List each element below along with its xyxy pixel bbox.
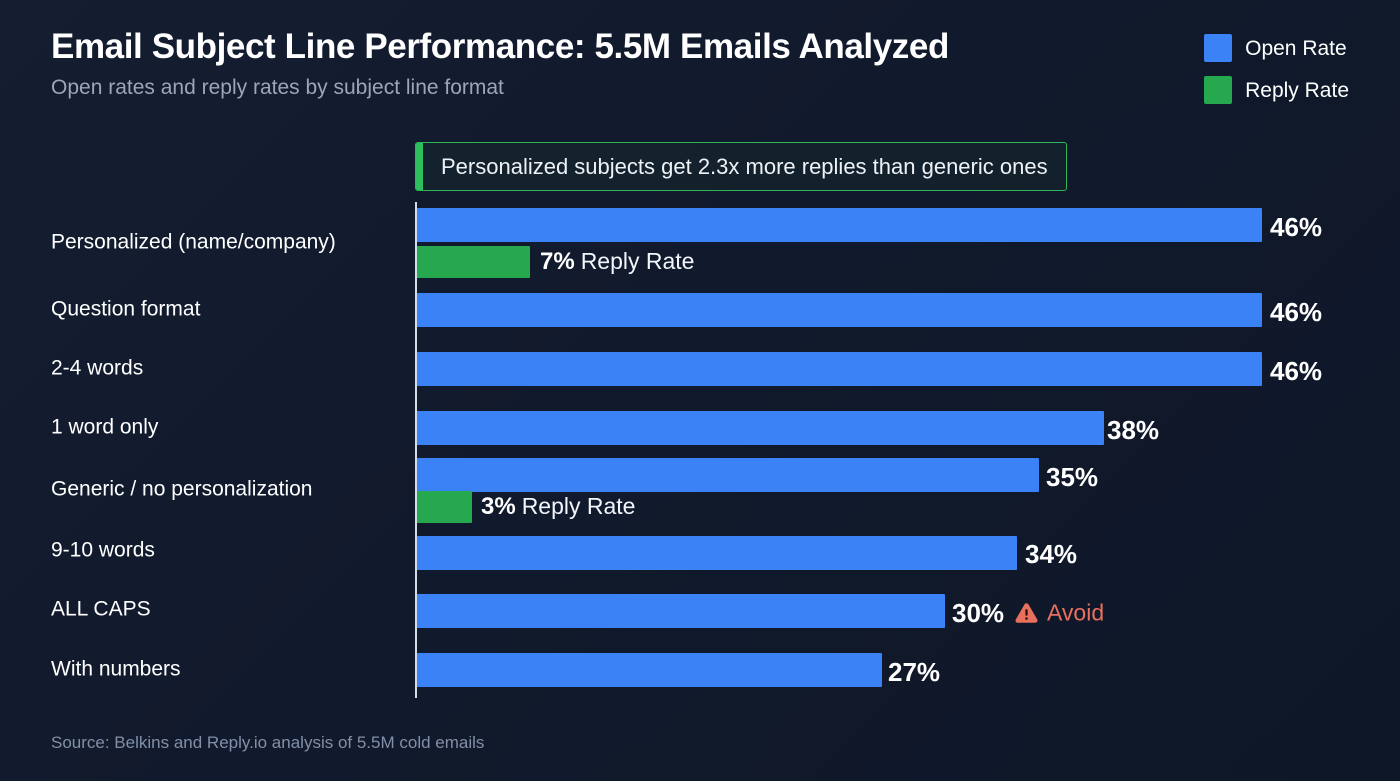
category-label: ALL CAPS bbox=[51, 597, 151, 621]
open-rate-bar[interactable] bbox=[417, 594, 945, 628]
open-rate-bar[interactable] bbox=[417, 208, 1262, 242]
callout-text: Personalized subjects get 2.3x more repl… bbox=[441, 153, 1048, 179]
reply-rate-bar[interactable] bbox=[417, 491, 472, 523]
legend-label-reply-rate: Reply Rate bbox=[1245, 78, 1349, 102]
open-rate-bar[interactable] bbox=[417, 352, 1262, 386]
category-label: Personalized (name/company) bbox=[51, 230, 336, 254]
reply-rate-swatch bbox=[1204, 76, 1233, 104]
open-rate-value: 34% bbox=[1025, 539, 1078, 569]
reply-rate-value: 3% Reply Rate bbox=[481, 495, 635, 519]
open-rate-swatch bbox=[1204, 34, 1233, 62]
insight-callout: Personalized subjects get 2.3x more repl… bbox=[415, 142, 1067, 191]
reply-rate-suffix: Reply Rate bbox=[580, 248, 695, 274]
category-label: 9-10 words bbox=[51, 538, 155, 562]
open-rate-value: 30% bbox=[952, 598, 1005, 628]
chart-header: Email Subject Line Performance: 5.5M Ema… bbox=[51, 27, 1151, 100]
plot-area: Personalized (name/company) 46% 7% Reply Ra… bbox=[0, 202, 1400, 698]
open-rate-value: 35% bbox=[1046, 462, 1099, 492]
avoid-label: Avoid bbox=[1047, 599, 1105, 626]
reply-rate-number: 3% bbox=[481, 493, 516, 520]
y-axis-line bbox=[415, 202, 417, 698]
category-label: Question format bbox=[51, 297, 201, 321]
open-rate-bar[interactable] bbox=[417, 411, 1104, 445]
reply-rate-bar[interactable] bbox=[417, 246, 530, 278]
source-note: Source: Belkins and Reply.io analysis of… bbox=[51, 733, 485, 752]
open-rate-bar[interactable] bbox=[417, 653, 882, 687]
category-label: 2-4 words bbox=[51, 356, 144, 380]
open-rate-value: 46% bbox=[1270, 297, 1323, 327]
page-subtitle: Open rates and reply rates by subject li… bbox=[51, 76, 504, 100]
open-rate-value: 27% bbox=[888, 657, 941, 687]
open-rate-value: 46% bbox=[1270, 356, 1323, 386]
open-rate-value: 38% bbox=[1107, 415, 1160, 445]
page-title: Email Subject Line Performance: 5.5M Ema… bbox=[51, 27, 949, 66]
warning-triangle-icon bbox=[1014, 601, 1039, 626]
legend-label-open-rate: Open Rate bbox=[1245, 36, 1347, 60]
open-rate-bar[interactable] bbox=[417, 536, 1017, 570]
open-rate-value: 46% bbox=[1270, 212, 1323, 242]
legend-item-reply-rate[interactable]: Reply Rate bbox=[1204, 76, 1349, 104]
callout-accent-bar bbox=[416, 143, 423, 190]
category-label: Generic / no personalization bbox=[51, 477, 313, 501]
chart-legend: Open Rate Reply Rate bbox=[1204, 34, 1349, 104]
reply-rate-number: 7% bbox=[540, 248, 575, 275]
open-rate-bar[interactable] bbox=[417, 293, 1262, 327]
category-label: 1 word only bbox=[51, 415, 159, 439]
reply-rate-value: 7% Reply Rate bbox=[540, 250, 694, 274]
open-rate-bar[interactable] bbox=[417, 458, 1039, 492]
avoid-annotation: Avoid bbox=[1014, 601, 1104, 626]
reply-rate-suffix: Reply Rate bbox=[521, 493, 636, 519]
legend-item-open-rate[interactable]: Open Rate bbox=[1204, 34, 1347, 62]
category-label: With numbers bbox=[51, 657, 181, 681]
